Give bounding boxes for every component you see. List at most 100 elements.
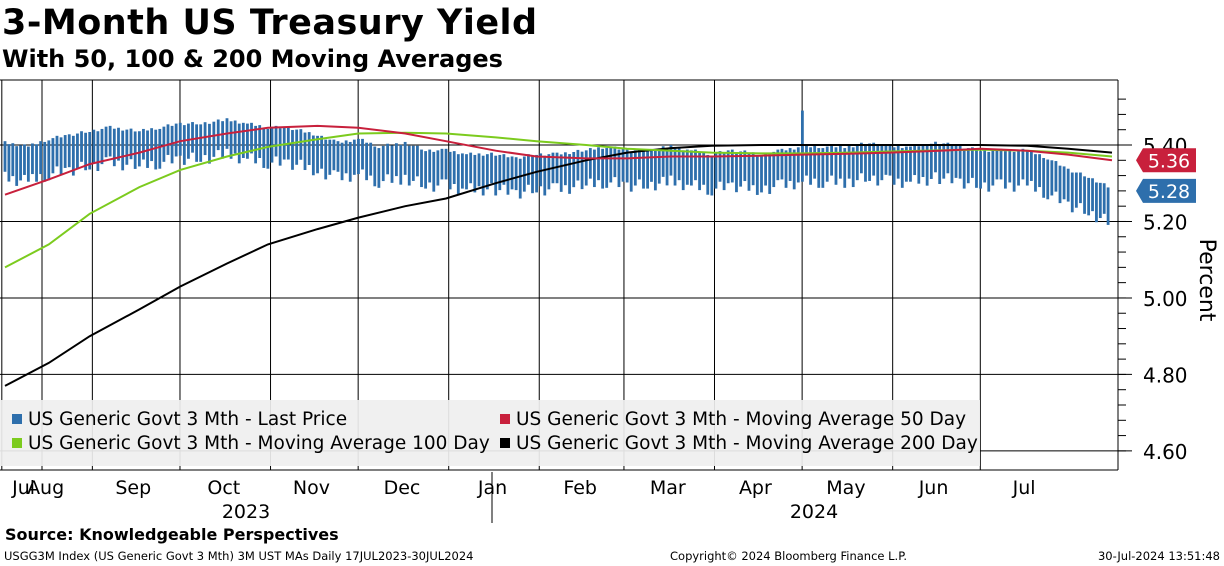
price-bar bbox=[456, 154, 460, 194]
price-bar bbox=[834, 147, 838, 185]
chart-title: 3-Month US Treasury Yield bbox=[2, 3, 538, 43]
price-bar bbox=[739, 151, 743, 187]
price-bar bbox=[336, 141, 340, 172]
price-bar bbox=[162, 126, 166, 162]
price-bar bbox=[909, 146, 912, 182]
price-bar bbox=[26, 146, 30, 182]
price-bar bbox=[884, 144, 888, 175]
price-bar bbox=[1074, 172, 1078, 208]
price-bar bbox=[440, 148, 444, 180]
price-bar bbox=[1054, 161, 1058, 192]
price-bar bbox=[237, 123, 241, 164]
price-bar bbox=[942, 143, 946, 179]
price-bar bbox=[559, 154, 563, 192]
legend-label: US Generic Govt 3 Mth - Moving Average 2… bbox=[516, 433, 978, 454]
price-bar bbox=[722, 152, 726, 191]
price-bar bbox=[859, 142, 863, 174]
y-tick-label: 5.00 bbox=[1143, 287, 1188, 311]
price-bar bbox=[166, 124, 170, 155]
price-bar bbox=[80, 131, 83, 162]
price-bar bbox=[661, 146, 665, 177]
price-bar bbox=[241, 122, 245, 158]
price-bar bbox=[63, 135, 67, 168]
price-bar bbox=[979, 151, 982, 189]
price-bar bbox=[324, 139, 328, 180]
price-bar bbox=[465, 154, 468, 190]
price-bar bbox=[1003, 151, 1007, 189]
price-bar bbox=[212, 121, 216, 157]
price-bar bbox=[424, 151, 428, 189]
price-bar bbox=[760, 154, 763, 193]
price-bar bbox=[386, 143, 390, 175]
price-bar bbox=[784, 150, 788, 188]
price-bar bbox=[494, 155, 498, 196]
x-month-label: Oct bbox=[207, 477, 240, 499]
price-bar bbox=[394, 143, 398, 177]
price-bar bbox=[39, 141, 43, 175]
price-bar bbox=[1058, 165, 1062, 204]
price-bar bbox=[1095, 182, 1098, 223]
price-bar bbox=[369, 142, 373, 176]
price-bar bbox=[642, 151, 645, 189]
price-bar bbox=[868, 143, 871, 181]
price-bar bbox=[621, 148, 625, 182]
price-bar bbox=[855, 145, 859, 181]
price-bar bbox=[1062, 166, 1066, 200]
price-bar bbox=[452, 151, 456, 184]
price-bar bbox=[847, 145, 851, 179]
price-bar bbox=[133, 131, 137, 169]
price-bar bbox=[357, 138, 360, 175]
price-bar bbox=[1029, 150, 1033, 181]
y-tick-label: 4.60 bbox=[1143, 440, 1188, 464]
price-bar bbox=[411, 145, 415, 181]
price-bar bbox=[365, 142, 369, 181]
price-bar bbox=[813, 145, 817, 179]
price-bar bbox=[800, 110, 804, 153]
price-bar bbox=[473, 154, 477, 193]
price-bar bbox=[158, 128, 162, 169]
price-bar bbox=[1008, 149, 1012, 183]
y-tick-label: 4.80 bbox=[1143, 363, 1188, 387]
price-bar bbox=[59, 137, 63, 175]
x-month-label: Jul bbox=[11, 477, 35, 499]
price-bar bbox=[633, 150, 637, 186]
price-bar bbox=[278, 128, 282, 166]
price-bar bbox=[776, 149, 780, 181]
price-bar bbox=[1025, 150, 1029, 186]
price-bar bbox=[572, 151, 576, 188]
price-bar bbox=[888, 145, 892, 176]
x-month-label: Feb bbox=[563, 477, 597, 499]
price-bar bbox=[295, 129, 299, 165]
legend-label: US Generic Govt 3 Mth - Moving Average 1… bbox=[28, 433, 490, 454]
x-month-label: Jun bbox=[918, 477, 949, 499]
price-bar bbox=[576, 149, 580, 181]
price-bar bbox=[657, 148, 661, 184]
x-month-label: Nov bbox=[293, 477, 330, 499]
price-bar bbox=[653, 150, 657, 191]
price-bar bbox=[1106, 187, 1110, 225]
price-bar bbox=[303, 132, 307, 171]
legend-label: US Generic Govt 3 Mth - Last Price bbox=[28, 409, 347, 430]
price-bar bbox=[605, 148, 609, 188]
price-bar bbox=[617, 149, 621, 188]
price-bar bbox=[332, 139, 336, 171]
price-bar bbox=[638, 148, 641, 180]
price-bar bbox=[673, 148, 677, 186]
price-bar bbox=[328, 139, 332, 175]
price-bar bbox=[584, 150, 588, 186]
legend-swatch bbox=[12, 414, 22, 424]
price-bar bbox=[821, 148, 825, 188]
price-bar bbox=[11, 143, 15, 177]
x-month-label: May bbox=[826, 477, 865, 499]
x-month-label: Mar bbox=[650, 477, 686, 499]
price-bar bbox=[830, 145, 833, 176]
price-bar bbox=[702, 151, 706, 185]
price-bar bbox=[477, 153, 481, 187]
price-bar bbox=[258, 125, 262, 158]
price-bar bbox=[601, 148, 605, 189]
price-bar bbox=[352, 139, 356, 175]
price-bar bbox=[55, 135, 59, 167]
price-bar bbox=[768, 154, 772, 194]
price-bar bbox=[67, 134, 71, 168]
